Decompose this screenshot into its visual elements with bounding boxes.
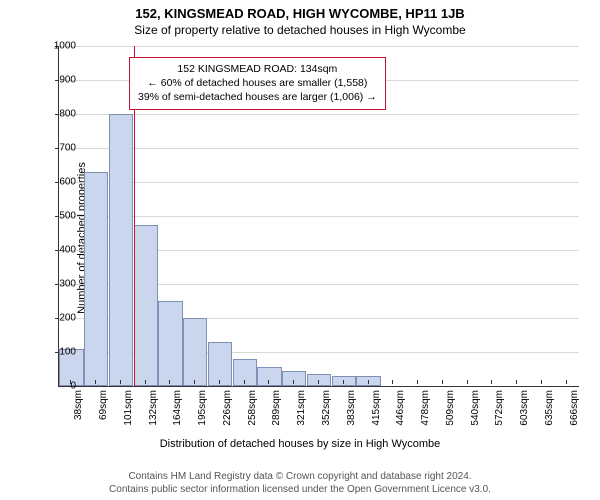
x-axis-label: Distribution of detached houses by size … bbox=[0, 438, 600, 450]
x-tick-label: 69sqm bbox=[98, 390, 109, 420]
x-tick-mark bbox=[268, 380, 269, 384]
y-tick-label: 800 bbox=[46, 109, 76, 120]
marker-legend-line: 39% of semi-detached houses are larger (… bbox=[138, 90, 377, 104]
x-tick-label: 195sqm bbox=[197, 390, 208, 426]
x-tick-label: 446sqm bbox=[395, 390, 406, 426]
x-tick-mark bbox=[145, 380, 146, 384]
histogram-bar bbox=[134, 225, 158, 387]
chart-area: Number of detached properties 152 KINGSM… bbox=[0, 40, 600, 435]
y-tick-label: 500 bbox=[46, 211, 76, 222]
histogram-bar bbox=[233, 359, 257, 386]
plot-area: 152 KINGSMEAD ROAD: 134sqm← 60% of detac… bbox=[58, 46, 579, 387]
x-tick-mark bbox=[169, 380, 170, 384]
x-tick-mark bbox=[343, 380, 344, 384]
grid-line bbox=[59, 148, 579, 149]
y-tick-label: 600 bbox=[46, 177, 76, 188]
x-tick-mark bbox=[467, 380, 468, 384]
y-tick-label: 300 bbox=[46, 279, 76, 290]
histogram-bar bbox=[84, 172, 108, 386]
marker-legend-line: 152 KINGSMEAD ROAD: 134sqm bbox=[138, 62, 377, 76]
chart-subtitle: Size of property relative to detached ho… bbox=[0, 21, 600, 37]
x-tick-mark bbox=[417, 380, 418, 384]
x-tick-label: 352sqm bbox=[321, 390, 332, 426]
x-tick-mark bbox=[541, 380, 542, 384]
x-tick-label: 540sqm bbox=[470, 390, 481, 426]
x-tick-label: 478sqm bbox=[420, 390, 431, 426]
x-tick-label: 38sqm bbox=[73, 390, 84, 420]
y-tick-label: 1000 bbox=[46, 41, 76, 52]
marker-legend-line: ← 60% of detached houses are smaller (1,… bbox=[138, 76, 377, 90]
x-tick-label: 572sqm bbox=[494, 390, 505, 426]
grid-line bbox=[59, 114, 579, 115]
x-tick-mark bbox=[293, 380, 294, 384]
x-tick-label: 226sqm bbox=[222, 390, 233, 426]
footer-attribution: Contains HM Land Registry data © Crown c… bbox=[0, 470, 600, 496]
x-tick-label: 603sqm bbox=[519, 390, 530, 426]
y-tick-label: 0 bbox=[46, 381, 76, 392]
x-tick-label: 289sqm bbox=[271, 390, 282, 426]
y-tick-label: 400 bbox=[46, 245, 76, 256]
x-tick-mark bbox=[244, 380, 245, 384]
y-tick-label: 100 bbox=[46, 347, 76, 358]
x-tick-mark bbox=[70, 380, 71, 384]
x-tick-label: 415sqm bbox=[371, 390, 382, 426]
x-tick-mark bbox=[120, 380, 121, 384]
x-tick-mark bbox=[368, 380, 369, 384]
x-tick-mark bbox=[491, 380, 492, 384]
x-tick-mark bbox=[95, 380, 96, 384]
x-tick-mark bbox=[194, 380, 195, 384]
x-tick-label: 321sqm bbox=[296, 390, 307, 426]
x-tick-label: 258sqm bbox=[247, 390, 258, 426]
x-tick-mark bbox=[318, 380, 319, 384]
marker-legend: 152 KINGSMEAD ROAD: 134sqm← 60% of detac… bbox=[129, 57, 386, 110]
histogram-bar bbox=[183, 318, 207, 386]
x-tick-label: 666sqm bbox=[569, 390, 580, 426]
x-tick-mark bbox=[566, 380, 567, 384]
x-tick-mark bbox=[516, 380, 517, 384]
histogram-bar bbox=[109, 114, 133, 386]
page-title: 152, KINGSMEAD ROAD, HIGH WYCOMBE, HP11 … bbox=[0, 0, 600, 21]
x-tick-mark bbox=[442, 380, 443, 384]
histogram-bar bbox=[208, 342, 232, 386]
histogram-bar bbox=[158, 301, 182, 386]
x-tick-label: 635sqm bbox=[544, 390, 555, 426]
grid-line bbox=[59, 216, 579, 217]
x-tick-label: 132sqm bbox=[148, 390, 159, 426]
grid-line bbox=[59, 46, 579, 47]
x-tick-mark bbox=[392, 380, 393, 384]
x-tick-mark bbox=[219, 380, 220, 384]
y-tick-label: 900 bbox=[46, 75, 76, 86]
x-tick-label: 101sqm bbox=[123, 390, 134, 426]
y-tick-label: 700 bbox=[46, 143, 76, 154]
footer-line-1: Contains HM Land Registry data © Crown c… bbox=[0, 470, 600, 483]
footer-line-2: Contains public sector information licen… bbox=[0, 483, 600, 496]
x-tick-label: 164sqm bbox=[172, 390, 183, 426]
grid-line bbox=[59, 182, 579, 183]
x-tick-label: 383sqm bbox=[346, 390, 357, 426]
y-tick-label: 200 bbox=[46, 313, 76, 324]
x-tick-label: 509sqm bbox=[445, 390, 456, 426]
histogram-bar bbox=[332, 376, 356, 386]
